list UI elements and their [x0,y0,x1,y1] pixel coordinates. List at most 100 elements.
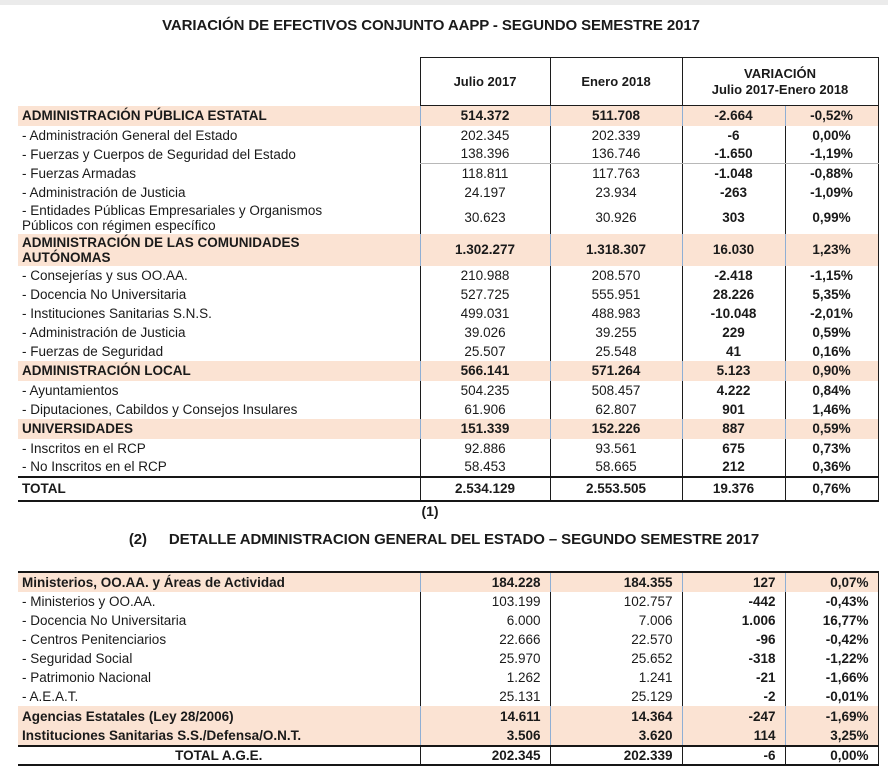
row-label: - Docencia No Universitaria [22,286,187,302]
cell-julio-2017: 202.345 [419,745,550,766]
cell-variacion-absoluta: 229 [681,322,785,342]
cell-julio-2017: 61.906 [419,399,550,419]
row-label: Instituciones Sanitarias S.S./Defensa/O.… [18,726,420,746]
table-row: - Instituciones Sanitarias S.N.S. 499.03… [18,303,879,323]
row-label: - Administración de Justicia [22,324,186,340]
cell-julio-2017: 25.507 [419,341,550,361]
row-label: - Inscritos en el RCP [22,440,146,456]
cell-enero-2018: 39.255 [549,322,682,342]
row-label: TOTAL A.G.E. [18,745,420,766]
cell-enero-2018: 511.708 [549,105,682,126]
row-label: - Ministerios y OO.AA. [22,594,156,609]
cell-enero-2018: 102.757 [549,592,682,611]
table-row: TOTAL A.G.E. 202.345 202.339 -6 0,00% [18,745,879,766]
table-row: Ministerios, OO.AA. y Áreas de Actividad… [18,572,879,592]
cell-enero-2018: 136.746 [549,144,682,164]
cell-julio-2017: 202.345 [419,125,550,145]
cell-variacion-absoluta: -2.664 [681,105,785,126]
row-label: ADMINISTRACIÓN PÚBLICA ESTATAL [18,105,420,126]
cell-julio-2017: 499.031 [419,303,550,323]
row-label: - Consejerías y sus OO.AA. [22,267,188,283]
cell-enero-2018: 117.763 [549,163,682,183]
cell-variacion-porcentaje: -2,01% [784,303,879,323]
cell-variacion-absoluta: -2.418 [681,265,785,285]
cell-julio-2017: 58.453 [419,457,550,477]
table2-title-marker: (2) [128,531,147,548]
row-label: - Instituciones Sanitarias S.N.S. [22,305,212,321]
table-row: ADMINISTRACIÓN PÚBLICA ESTATAL 514.372 5… [18,105,879,126]
cell-julio-2017: 184.228 [419,572,550,592]
cell-variacion-absoluta: 16.030 [681,233,785,266]
cell-variacion-porcentaje: -1,66% [784,668,879,687]
column-header-julio-2017: Julio 2017 [419,57,551,106]
cell-variacion-porcentaje: -0,42% [784,630,879,649]
row-label: Ministerios, OO.AA. y Áreas de Actividad [18,572,420,592]
cell-variacion-porcentaje: 0,59% [784,418,879,439]
cell-enero-2018: 93.561 [549,438,682,458]
cell-variacion-absoluta: 212 [681,457,785,477]
table-row: - Administración de Justicia 24.197 23.9… [18,182,879,202]
row-label: - Fuerzas Armadas [22,165,137,181]
cell-enero-2018: 152.226 [549,418,682,439]
row-label: - Diputaciones, Cabildos y Consejos Insu… [22,401,298,417]
table2-title-text: DETALLE ADMINISTRACION GENERAL DEL ESTAD… [168,531,760,548]
cell-variacion-absoluta: 303 [681,201,785,234]
cell-enero-2018: 22.570 [549,630,682,649]
cell-variacion-absoluta: -6 [681,125,785,145]
cell-variacion-absoluta: 28.226 [681,284,785,304]
cell-variacion-porcentaje: -1,09% [784,182,879,202]
table-row: - Administración de Justicia 39.026 39.2… [18,322,879,342]
cell-variacion-porcentaje: 0,36% [784,457,879,477]
table-row: - Ministerios y OO.AA. 103.199 102.757 -… [18,592,879,611]
cell-enero-2018: 208.570 [549,265,682,285]
table-row: Instituciones Sanitarias S.S./Defensa/O.… [18,726,879,746]
cell-variacion-porcentaje: 0,00% [784,125,879,145]
column-header-variacion: VARIACIÓN Julio 2017-Enero 2018 [681,57,879,106]
cell-enero-2018: 25.548 [549,341,682,361]
row-label: - Fuerzas de Seguridad [22,343,164,359]
cell-variacion-absoluta: -96 [681,630,785,649]
cell-julio-2017: 92.886 [419,438,550,458]
table2-title: (2) DETALLE ADMINISTRACION GENERAL DEL ES… [0,531,888,548]
row-label: - Centros Penitenciarios [22,632,167,647]
cell-julio-2017: 3.506 [419,726,550,746]
table-row: - Docencia No Universitaria 6.000 7.006 … [18,611,879,630]
cell-enero-2018: 2.553.505 [549,475,682,502]
cell-julio-2017: 118.811 [419,163,550,183]
cell-julio-2017: 22.666 [419,630,550,649]
cell-variacion-porcentaje: -0,43% [784,592,879,611]
column-header-variacion-line2: Julio 2017-Enero 2018 [711,81,849,97]
row-label: - No Inscritos en el RCP [22,459,167,474]
table-row: - Patrimonio Nacional 1.262 1.241 -21 -1… [18,668,879,687]
cell-enero-2018: 1.241 [549,668,682,687]
table-row: - Docencia No Universitaria 527.725 555.… [18,284,879,304]
cell-julio-2017: 24.197 [419,182,550,202]
cell-julio-2017: 1.262 [419,668,550,687]
cell-variacion-porcentaje: 1,23% [784,233,879,266]
cell-julio-2017: 210.988 [419,265,550,285]
cell-julio-2017: 527.725 [419,284,550,304]
cell-julio-2017: 6.000 [419,611,550,630]
table-row: - No Inscritos en el RCP 58.453 58.665 2… [18,457,879,477]
table-row: - Fuerzas Armadas 118.811 117.763 -1.048… [18,163,879,183]
cell-enero-2018: 14.364 [549,706,682,726]
table-row: - Centros Penitenciarios 22.666 22.570 -… [18,630,879,649]
table-aapp-variation: Julio 2017 Enero 2018 VARIACIÓN Julio 20… [18,57,879,502]
row-label: - Administración General del Estado [22,127,238,143]
cell-enero-2018: 202.339 [549,745,682,766]
cell-variacion-porcentaje: 0,00% [784,745,879,766]
cell-variacion-porcentaje: -1,22% [784,649,879,668]
row-label: - A.E.A.T. [22,689,79,704]
cell-variacion-absoluta: 127 [681,572,785,592]
row-label: - Patrimonio Nacional [22,670,152,685]
row-label: - Entidades Públicas Empresariales y Org… [22,202,323,233]
cell-variacion-absoluta: -318 [681,649,785,668]
cell-variacion-porcentaje: -0,01% [784,687,879,706]
cell-enero-2018: 202.339 [549,125,682,145]
cell-variacion-porcentaje: 0,07% [784,572,879,592]
cell-variacion-porcentaje: 0,73% [784,438,879,458]
window-edge-strip [0,0,888,5]
cell-variacion-porcentaje: -1,15% [784,265,879,285]
cell-variacion-absoluta: -1.650 [681,144,785,164]
cell-variacion-absoluta: -263 [681,182,785,202]
